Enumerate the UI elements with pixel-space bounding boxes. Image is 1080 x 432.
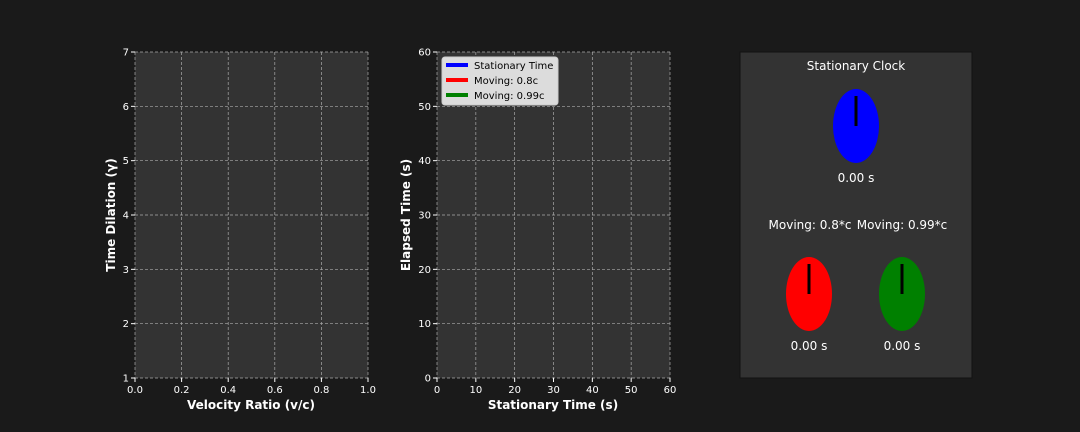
moving-clock-099-reading: 0.00 s bbox=[884, 339, 921, 353]
elapsed-x-axis-label: Stationary Time (s) bbox=[488, 398, 618, 412]
legend-label-moving-099: Moving: 0.99c bbox=[474, 91, 544, 102]
gamma-y-tick-label: 7 bbox=[123, 48, 129, 59]
stationary-clock: 0.00 s bbox=[833, 89, 879, 185]
gamma-x-axis-label: Velocity Ratio (v/c) bbox=[187, 398, 315, 412]
clock-panel: Stationary Clock 0.00 s Moving: 0.8*c Mo… bbox=[739, 51, 973, 379]
gamma-x-ticks: 0.0 0.2 0.4 0.6 0.8 1.0 bbox=[127, 378, 376, 396]
gamma-y-axis-label: Time Dilation (γ) bbox=[104, 158, 118, 271]
moving-clock-08-reading: 0.00 s bbox=[791, 339, 828, 353]
legend-label-stationary: Stationary Time bbox=[474, 61, 553, 72]
elapsed-y-tick-label: 50 bbox=[418, 102, 431, 113]
legend-box bbox=[441, 56, 559, 106]
gamma-y-ticks: 1 2 3 4 5 6 7 bbox=[123, 48, 135, 385]
elapsed-x-tick-label: 40 bbox=[586, 385, 599, 396]
elapsed-y-tick-label: 30 bbox=[418, 211, 431, 222]
legend-label-moving-08: Moving: 0.8c bbox=[474, 76, 538, 87]
elapsed-x-tick-label: 60 bbox=[664, 385, 677, 396]
gamma-x-tick-label: 0.0 bbox=[127, 385, 143, 396]
elapsed-y-axis-label: Elapsed Time (s) bbox=[399, 159, 413, 271]
elapsed-y-ticks: 0 10 20 30 40 50 60 bbox=[418, 48, 437, 385]
gamma-y-tick-label: 2 bbox=[123, 319, 129, 330]
gamma-y-tick-label: 6 bbox=[123, 102, 129, 113]
elapsed-y-tick-label: 40 bbox=[418, 156, 431, 167]
elapsed-y-tick-label: 60 bbox=[418, 48, 431, 59]
gamma-x-tick-label: 0.2 bbox=[174, 385, 190, 396]
gamma-y-tick-label: 5 bbox=[123, 156, 129, 167]
elapsed-y-tick-label: 10 bbox=[418, 319, 431, 330]
gamma-y-tick-label: 3 bbox=[123, 265, 129, 276]
elapsed-x-tick-label: 20 bbox=[508, 385, 521, 396]
elapsed-x-ticks: 0 10 20 30 40 50 60 bbox=[434, 378, 677, 396]
elapsed-y-tick-label: 20 bbox=[418, 265, 431, 276]
elapsed-x-tick-label: 30 bbox=[547, 385, 560, 396]
elapsed-x-tick-label: 10 bbox=[469, 385, 482, 396]
elapsed-y-tick-label: 0 bbox=[425, 374, 431, 385]
gamma-x-tick-label: 0.6 bbox=[267, 385, 283, 396]
elapsed-chart: 0 10 20 30 40 50 60 0 10 20 30 40 50 60 Stationary T… bbox=[399, 48, 676, 413]
gamma-y-tick-label: 1 bbox=[123, 374, 129, 385]
gamma-x-tick-label: 0.4 bbox=[220, 385, 236, 396]
gamma-x-tick-label: 1.0 bbox=[360, 385, 376, 396]
elapsed-x-tick-label: 50 bbox=[625, 385, 638, 396]
elapsed-legend: Stationary Time Moving: 0.8c Moving: 0.9… bbox=[441, 56, 559, 106]
clock-panel-title: Stationary Clock bbox=[807, 59, 906, 73]
gamma-chart: 0.0 0.2 0.4 0.6 0.8 1.0 1 2 3 4 5 6 7 Velocity Rati… bbox=[104, 48, 376, 413]
moving-clock-08-label: Moving: 0.8*c bbox=[769, 218, 852, 232]
moving-clock-099-label: Moving: 0.99*c bbox=[857, 218, 948, 232]
moving-clock-099: 0.00 s bbox=[879, 257, 925, 353]
elapsed-x-tick-label: 0 bbox=[434, 385, 440, 396]
moving-clock-08: 0.00 s bbox=[786, 257, 832, 353]
stationary-clock-reading: 0.00 s bbox=[838, 171, 875, 185]
gamma-x-tick-label: 0.8 bbox=[313, 385, 329, 396]
gamma-y-tick-label: 4 bbox=[123, 211, 129, 222]
